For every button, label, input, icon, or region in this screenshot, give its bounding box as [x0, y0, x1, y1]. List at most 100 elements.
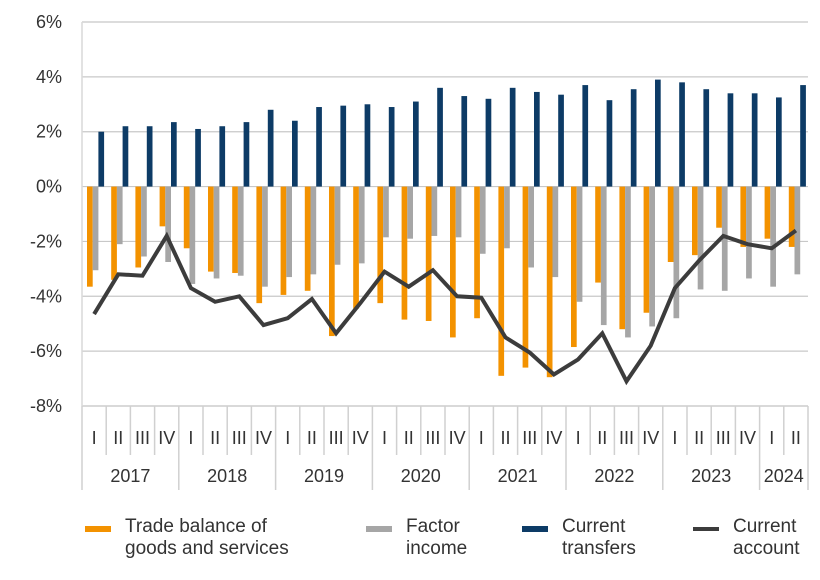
- legend-swatch-factor-income: [366, 526, 392, 532]
- bar-trade-balance-of-goods-and-services: [716, 186, 722, 228]
- bar-factor-income: [334, 186, 341, 265]
- bar-current-transfers: [243, 122, 250, 187]
- bar-current-transfers: [437, 87, 443, 187]
- y-tick-label: -6%: [30, 341, 62, 361]
- year-label: 2023: [691, 466, 731, 486]
- bar-factor-income: [673, 186, 680, 319]
- bar-trade-balance-of-goods-and-services: [619, 186, 626, 330]
- bar-factor-income: [504, 186, 510, 249]
- bar-factor-income: [455, 186, 462, 238]
- quarter-label: II: [597, 428, 607, 448]
- legend-swatch-current-account: [693, 527, 719, 531]
- bar-factor-income: [92, 186, 99, 271]
- bar-factor-income: [431, 186, 438, 236]
- bar-factor-income: [770, 186, 776, 287]
- bar-factor-income: [552, 186, 559, 278]
- y-tick-label: -2%: [30, 231, 62, 251]
- bar-trade-balance-of-goods-and-services: [498, 186, 505, 376]
- bar-factor-income: [165, 186, 171, 262]
- bar-factor-income: [649, 186, 655, 327]
- bar-current-transfers: [558, 94, 564, 187]
- bar-current-transfers: [679, 82, 685, 187]
- bar-trade-balance-of-goods-and-services: [232, 186, 238, 273]
- bar-trade-balance-of-goods-and-services: [353, 186, 359, 309]
- bar-current-transfers: [413, 101, 419, 187]
- quarter-label: IV: [158, 428, 175, 448]
- quarter-label: I: [92, 428, 97, 448]
- bar-current-transfers: [751, 93, 758, 187]
- y-tick-label: 2%: [36, 122, 62, 142]
- bar-trade-balance-of-goods-and-services: [740, 186, 747, 247]
- bar-factor-income: [358, 186, 365, 264]
- bar-current-transfers: [776, 97, 782, 187]
- quarter-label: II: [113, 428, 123, 448]
- bar-trade-balance-of-goods-and-services: [643, 186, 650, 313]
- quarter-label: IV: [642, 428, 659, 448]
- quarter-label: III: [425, 428, 440, 448]
- bar-current-transfers: [727, 93, 734, 187]
- bar-current-transfers: [534, 91, 540, 187]
- quarter-label: I: [188, 428, 193, 448]
- quarter-label: III: [232, 428, 247, 448]
- bar-factor-income: [262, 186, 268, 287]
- bar-current-transfers: [800, 85, 806, 187]
- quarter-label: II: [307, 428, 317, 448]
- bar-current-transfers: [316, 107, 322, 187]
- quarter-label: II: [210, 428, 220, 448]
- quarter-label: I: [576, 428, 581, 448]
- bar-current-transfers: [606, 100, 613, 187]
- bar-current-transfers: [146, 126, 153, 187]
- bar-current-transfers: [461, 96, 468, 187]
- legend-label: goods and services: [125, 538, 289, 559]
- bar-current-transfers: [655, 79, 661, 187]
- year-label: 2022: [594, 466, 634, 486]
- quarter-label: IV: [545, 428, 562, 448]
- y-tick-label: -8%: [30, 396, 62, 416]
- bar-trade-balance-of-goods-and-services: [522, 186, 529, 368]
- bar-factor-income: [383, 186, 389, 238]
- bar-factor-income: [189, 186, 196, 284]
- legend-swatch-trade-balance: [85, 526, 111, 532]
- bar-current-transfers: [267, 109, 274, 187]
- y-tick-label: 4%: [36, 67, 62, 87]
- y-tick-label: -4%: [30, 286, 62, 306]
- bar-factor-income: [407, 186, 413, 239]
- legend-label: Trade balance of: [125, 516, 267, 537]
- quarter-label: II: [500, 428, 510, 448]
- quarter-label: I: [672, 428, 677, 448]
- bar-factor-income: [697, 186, 704, 290]
- bar-current-transfers: [364, 104, 371, 187]
- quarter-label: I: [479, 428, 484, 448]
- quarter-label: III: [329, 428, 344, 448]
- quarter-label: II: [791, 428, 801, 448]
- bar-trade-balance-of-goods-and-services: [329, 186, 335, 337]
- bar-factor-income: [721, 186, 728, 291]
- bar-current-transfers: [630, 89, 637, 187]
- year-label: 2024: [764, 466, 804, 486]
- bar-trade-balance-of-goods-and-services: [425, 186, 432, 321]
- bar-trade-balance-of-goods-and-services: [764, 186, 771, 239]
- bar-trade-balance-of-goods-and-services: [208, 186, 214, 272]
- y-tick-label: 0%: [36, 177, 62, 197]
- quarter-label: IV: [739, 428, 756, 448]
- bar-trade-balance-of-goods-and-services: [595, 186, 601, 283]
- bar-trade-balance-of-goods-and-services: [571, 186, 577, 348]
- bar-trade-balance-of-goods-and-services: [87, 186, 93, 287]
- bar-factor-income: [116, 186, 123, 245]
- bar-trade-balance-of-goods-and-services: [159, 186, 166, 227]
- legend-label: Current: [562, 516, 626, 537]
- bar-trade-balance-of-goods-and-services: [450, 186, 456, 338]
- line-current-account: [92, 228, 798, 386]
- legend-label: account: [733, 538, 800, 559]
- bar-current-transfers: [171, 122, 177, 187]
- bar-trade-balance-of-goods-and-services: [183, 186, 190, 249]
- quarter-label: II: [404, 428, 414, 448]
- legend-label: Current: [733, 516, 797, 537]
- year-label: 2020: [401, 466, 441, 486]
- quarter-label: III: [716, 428, 731, 448]
- quarter-label: III: [135, 428, 150, 448]
- bar-factor-income: [576, 186, 583, 302]
- quarter-label: I: [769, 428, 774, 448]
- year-label: 2019: [304, 466, 344, 486]
- year-label: 2021: [498, 466, 538, 486]
